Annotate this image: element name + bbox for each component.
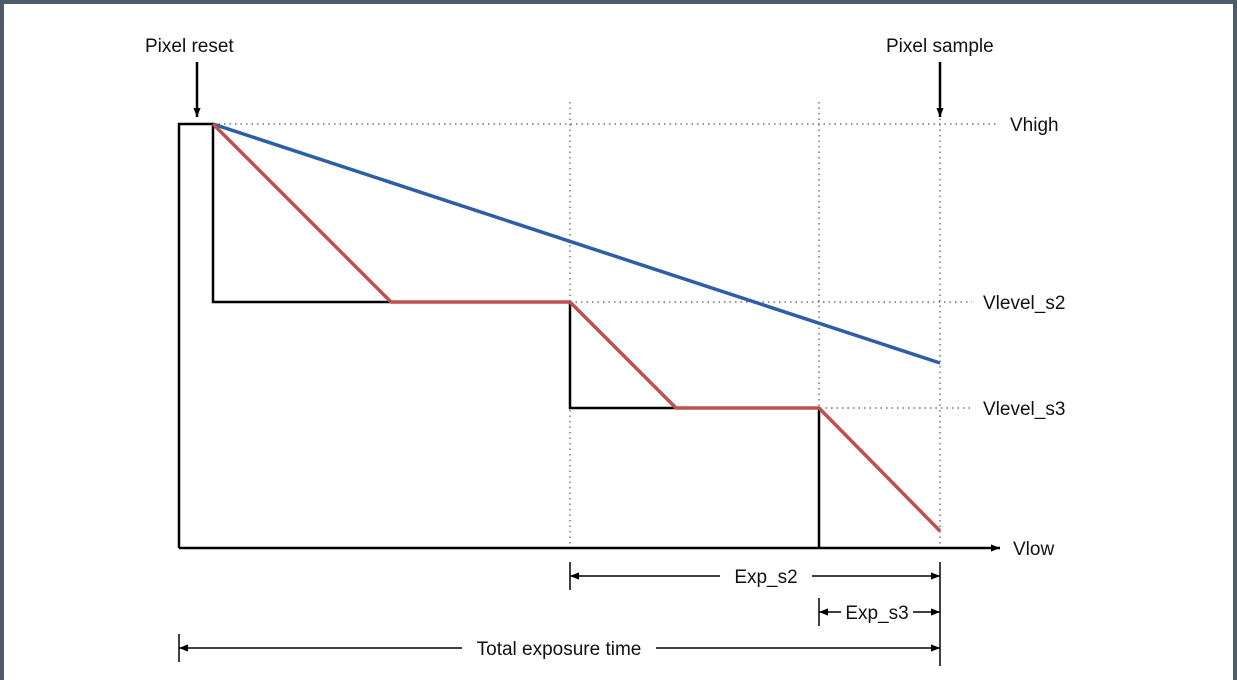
vlow-label: Vlow bbox=[1013, 539, 1054, 560]
pixel-reset-label: Pixel reset bbox=[145, 36, 234, 57]
blue-pixel-curve bbox=[212, 122, 941, 365]
pixel-sample-label: Pixel sample bbox=[886, 36, 994, 57]
total-exposure-label: Total exposure time bbox=[477, 639, 642, 660]
exp-s2-label: Exp_s2 bbox=[734, 567, 797, 588]
exp-s3-label: Exp_s3 bbox=[845, 603, 908, 624]
dimension-lines bbox=[178, 562, 941, 666]
vhigh-label: Vhigh bbox=[1010, 115, 1059, 136]
vlevel-s3-label: Vlevel_s3 bbox=[983, 399, 1065, 420]
red-pixel-curve bbox=[211, 122, 942, 533]
guide-lines bbox=[213, 102, 998, 548]
vlevel-s2-label: Vlevel_s2 bbox=[983, 293, 1065, 314]
